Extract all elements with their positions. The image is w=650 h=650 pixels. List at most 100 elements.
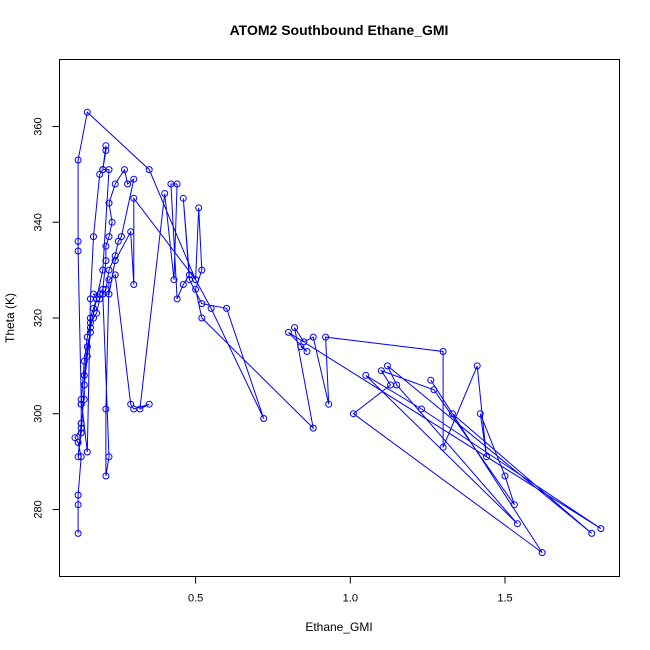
x-tick-label: 1.5 <box>497 593 512 605</box>
data-point <box>105 276 113 284</box>
data-point <box>114 237 122 245</box>
data-point <box>77 429 85 437</box>
data-point <box>198 314 206 322</box>
data-point <box>77 424 85 432</box>
y-tick-label: 340 <box>33 213 45 231</box>
data-point <box>430 386 438 394</box>
data-point <box>418 405 425 413</box>
data-point <box>108 218 116 226</box>
data-point <box>77 400 85 408</box>
data-point <box>77 453 85 461</box>
data-point <box>111 271 119 279</box>
data-point <box>198 300 206 308</box>
data-point <box>179 281 187 288</box>
data-point <box>74 247 82 255</box>
data-point <box>427 376 435 384</box>
data-point <box>111 180 119 188</box>
data-point <box>105 290 113 298</box>
data-point <box>297 343 305 351</box>
data-point <box>74 491 82 499</box>
data-point <box>124 180 132 188</box>
data-point <box>309 424 317 432</box>
x-axis: 0.5 1.0 1.5 <box>188 576 513 605</box>
data-point <box>71 434 79 442</box>
data-point <box>192 285 200 293</box>
data-point <box>83 448 91 456</box>
data-point <box>80 381 88 389</box>
data-point <box>145 166 153 174</box>
data-point <box>439 443 447 451</box>
y-tick-label: 360 <box>33 117 45 135</box>
data-point <box>86 295 94 303</box>
data-point <box>173 180 181 188</box>
chart-title: ATOM2 Southbound Ethane_GMI <box>230 22 449 38</box>
data-point <box>130 405 138 413</box>
series-lines <box>74 111 602 554</box>
data-point <box>86 324 94 332</box>
data-point <box>384 362 391 370</box>
data-point <box>99 266 107 274</box>
data-point <box>483 453 490 461</box>
data-point <box>102 472 110 480</box>
data-point <box>93 309 101 317</box>
data-point <box>198 266 206 274</box>
data-point <box>170 276 178 284</box>
data-point <box>102 405 110 413</box>
data-point <box>260 415 268 422</box>
data-point <box>349 410 357 418</box>
data-point <box>74 501 82 509</box>
data-point <box>96 295 104 303</box>
data-point <box>207 304 215 312</box>
data-point <box>362 371 370 379</box>
data-point <box>538 549 546 557</box>
data-point <box>322 333 330 341</box>
x-tick-label: 1.0 <box>343 593 358 605</box>
data-point <box>393 381 401 389</box>
data-point <box>96 290 104 298</box>
data-point <box>121 166 128 174</box>
data-point <box>86 319 94 327</box>
data-point <box>83 333 91 341</box>
data-point <box>510 501 518 509</box>
data-point <box>102 242 110 250</box>
data-point <box>74 156 82 164</box>
data-point <box>448 410 456 418</box>
data-point <box>83 343 91 351</box>
data-point <box>111 252 119 260</box>
data-point <box>325 400 333 408</box>
data-point <box>105 233 113 241</box>
data-point <box>102 147 110 154</box>
data-point <box>86 328 94 336</box>
data-point <box>127 400 135 408</box>
data-point <box>185 271 193 279</box>
data-point <box>501 472 509 480</box>
data-point <box>285 328 292 336</box>
data-point <box>377 367 385 375</box>
data-point <box>80 371 88 379</box>
series-points <box>71 108 605 557</box>
data-point <box>90 304 97 312</box>
data-point <box>90 233 97 241</box>
data-point <box>161 190 169 197</box>
x-axis-label: Ethane_GMI <box>305 620 372 634</box>
y-axis: 280 300 320 340 360 <box>33 117 60 519</box>
data-point <box>96 170 104 178</box>
series-line <box>74 111 602 554</box>
data-point <box>99 166 107 174</box>
x-tick-label: 0.5 <box>188 593 203 605</box>
data-point <box>476 410 484 418</box>
data-point <box>83 108 91 116</box>
data-point <box>102 142 110 150</box>
data-point <box>127 228 135 236</box>
data-point <box>173 295 181 303</box>
data-point <box>291 324 299 332</box>
data-point <box>597 525 605 533</box>
data-point <box>145 400 153 408</box>
data-point <box>74 439 82 446</box>
data-point <box>99 285 107 293</box>
data-point <box>102 285 110 293</box>
data-point <box>74 529 82 537</box>
y-tick-label: 300 <box>33 405 45 423</box>
data-point <box>588 529 596 537</box>
